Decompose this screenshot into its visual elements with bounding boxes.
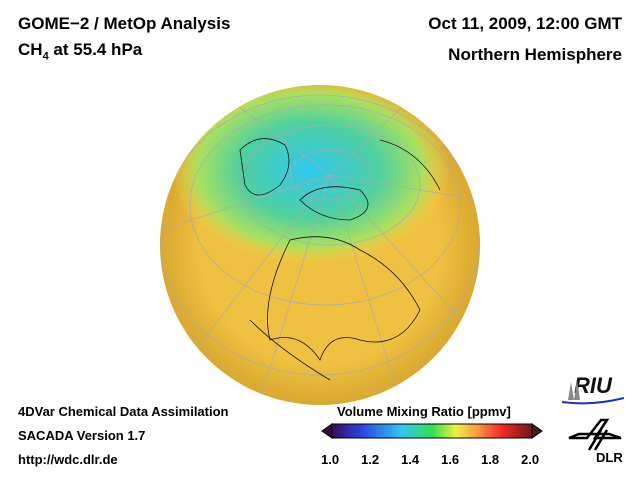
colorbar-title: Volume Mixing Ratio [ppmv] bbox=[337, 404, 511, 419]
map-title: GOME−2 / MetOp Analysis bbox=[18, 14, 231, 33]
colorbar bbox=[321, 423, 543, 439]
species-label: CH4 at 55.4 hPa bbox=[18, 40, 142, 62]
colorbar-min-arrow bbox=[321, 423, 333, 439]
species-sub: 4 bbox=[42, 50, 49, 63]
pressure-level: at 55.4 hPa bbox=[48, 40, 143, 59]
tick: 1.8 bbox=[481, 452, 500, 467]
footer-url[interactable]: http://wdc.dlr.de bbox=[18, 452, 118, 467]
coastlines bbox=[239, 138, 441, 381]
riu-logo: RIU bbox=[574, 373, 612, 398]
tick: 2.0 bbox=[521, 452, 540, 467]
tick: 1.4 bbox=[401, 452, 420, 467]
tick: 1.2 bbox=[361, 452, 380, 467]
colorbar-gradient bbox=[331, 423, 533, 439]
colorbar-max-arrow bbox=[531, 423, 543, 439]
dlr-logo-icon bbox=[568, 418, 622, 451]
region: Northern Hemisphere bbox=[448, 45, 622, 64]
tick: 1.0 bbox=[321, 452, 340, 467]
footer-line-1: 4DVar Chemical Data Assimilation bbox=[18, 404, 229, 419]
graticule bbox=[160, 89, 480, 401]
tick: 1.6 bbox=[441, 452, 460, 467]
riu-logo-graphic bbox=[561, 380, 625, 405]
datetime: Oct 11, 2009, 12:00 GMT bbox=[428, 14, 622, 33]
low-ch4-region bbox=[170, 85, 450, 265]
footer-line-2: SACADA Version 1.7 bbox=[18, 428, 146, 443]
dlr-logo-text: DLR bbox=[596, 450, 623, 465]
species: CH bbox=[18, 40, 43, 59]
